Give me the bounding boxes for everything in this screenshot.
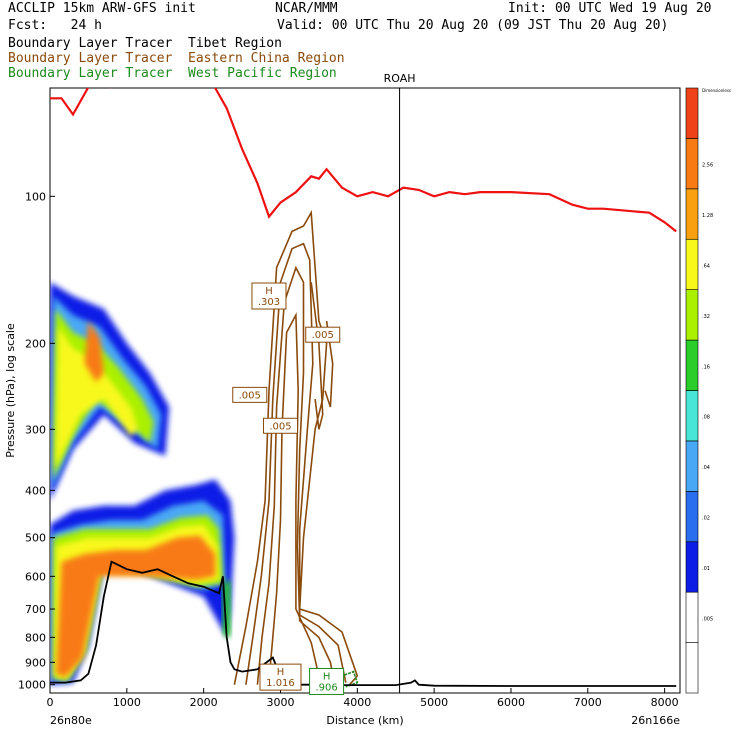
y-tick-label: 400 [25,484,46,497]
x-tick-label: 3000 [266,696,294,709]
contour-label: .005 [239,390,261,401]
y-tick-label: 900 [25,656,46,669]
tracer-contour [268,311,320,681]
plume-upper-fill [84,321,104,382]
forecast-hour: Fcst: 24 h [8,18,102,33]
init-time: Init: 00 UTC Wed 19 Aug 20 [508,1,712,16]
colorbar-level-label: .005 [702,616,713,622]
colorbar-level-label: .02 [702,516,710,522]
tropopause-line [50,88,677,233]
colorbar-level-label: .32 [702,314,710,320]
colorbar-level-label: .01 [702,566,710,572]
x-tick-label: 5000 [420,696,448,709]
y-tick-label: 100 [25,190,46,203]
tracer-contour [245,242,347,685]
colorbar-swatch [685,541,699,593]
legend-west-pacific: Boundary Layer Tracer West Pacific Regio… [8,66,337,81]
valid-time: Valid: 00 UTC Thu 20 Aug 20 (09 JST Thu … [277,18,669,33]
x-tick-label: 6000 [497,696,525,709]
tracer-contour [233,210,359,686]
model-title: ACCLIP 15km ARW-GFS init [8,1,196,16]
colorbar-level-label: 1.28 [702,213,713,219]
colorbar-swatch [685,188,699,240]
contour-label: H [277,667,285,678]
contour-label: .303 [258,297,280,308]
x-tick-label: 0 [47,696,54,709]
tracer-contour [310,282,324,430]
colorbar-level-label: 2.56 [702,163,713,169]
plume-upper-fill [55,326,139,468]
contour-label-box [309,667,345,695]
colorbar-swatch [685,440,699,492]
y-tick-label: 600 [25,570,46,583]
colorbar-level-label: .08 [702,415,710,421]
colorbar-level-label: .16 [702,364,710,370]
colorbar-swatch [685,289,699,341]
colorbar-swatch [685,87,699,139]
colorbar-swatch [685,138,699,190]
marker-label: ROAH [384,72,416,85]
y-tick-label: 200 [25,337,46,350]
contour-label: 1.016 [266,678,295,689]
x-tick-label: 7000 [574,696,602,709]
y-tick-label: 700 [25,603,46,616]
colorbar-swatch [685,591,699,643]
x-axis-label: Distance (km) [326,714,403,727]
center-label: NCAR/MMM [275,1,338,16]
contour-label: H [265,286,273,297]
contour-label-box [232,386,268,403]
contour-label-box [305,326,341,343]
plume-lower-fill [56,535,216,678]
colorbar-swatch [685,642,699,694]
terrain-line [50,560,677,687]
section-end-label: 26n166e [631,714,680,727]
y-tick-label: 800 [25,631,46,644]
tracer-fill [50,282,235,685]
contour-label: .906 [315,682,337,693]
colorbar-swatch [685,238,699,290]
contour-label: .005 [312,330,334,341]
y-tick-label: 1000 [18,679,46,692]
colorbar-swatch [685,390,699,442]
contour-label-box [262,417,298,434]
section-start-label: 26n80e [50,714,92,727]
y-tick-label: 300 [25,423,46,436]
y-axis-label: Pressure (hPa), log scale [4,323,17,458]
contour-label: H [323,671,331,682]
colorbar-level-label: .64 [702,263,710,269]
contour-label-box [251,282,287,310]
colorbar-swatch [685,491,699,543]
contour-label: .005 [269,421,291,432]
x-tick-label: 4000 [343,696,371,709]
x-tick-label: 8000 [651,696,679,709]
colorbar-title: Dimensionless [702,88,731,93]
contour-label-box [259,663,302,691]
x-tick-label: 1000 [113,696,141,709]
colorbar-level-label: .04 [702,465,710,471]
tracer-contour [256,265,336,685]
colorbar-swatch [685,339,699,391]
colorbar: .005 .01 .02 .04 .08 .16 .32 .64 1.28 2.56 Dimensi… [685,87,731,694]
legend-tibet: Boundary Layer Tracer Tibet Region [8,36,282,51]
legend-eastern-china: Boundary Layer Tracer Eastern China Regi… [8,51,345,66]
x-tick-label: 2000 [190,696,218,709]
y-tick-label: 500 [25,532,46,545]
